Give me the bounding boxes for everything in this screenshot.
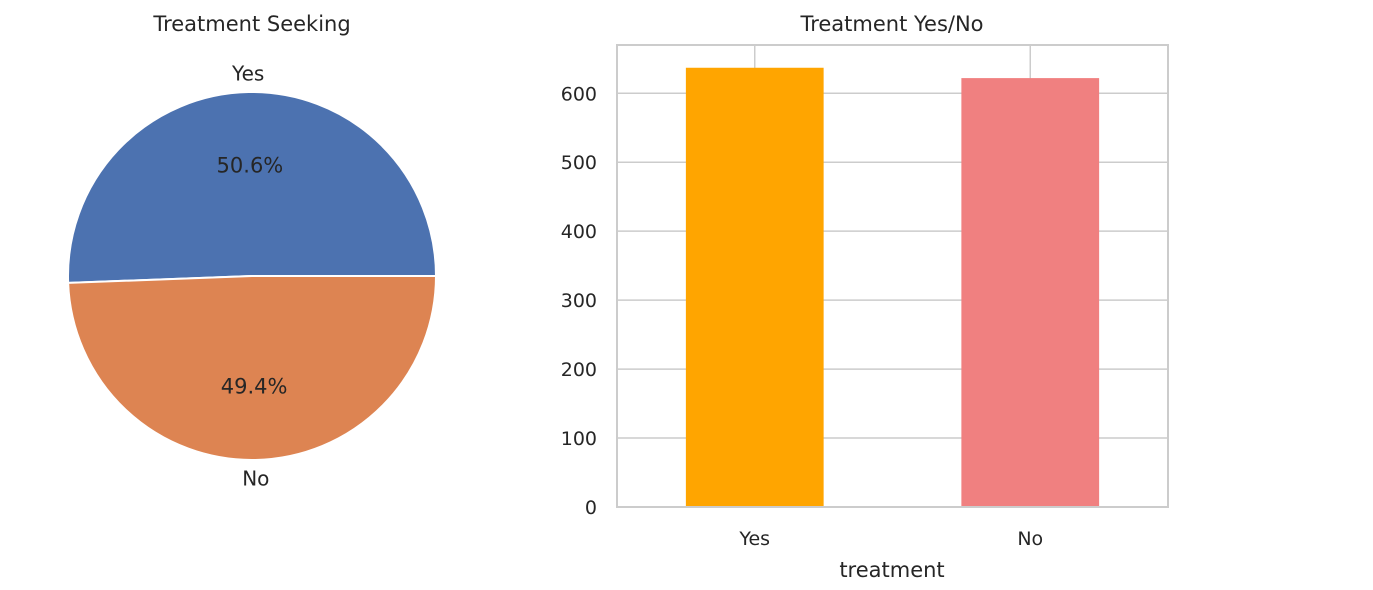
bar-y-tick-label: 300: [561, 290, 597, 312]
pie-slice-yes-percent-label: 50.6%: [217, 154, 284, 178]
bar-x-tick-label: No: [1017, 528, 1043, 550]
pie-slice-yes: [67, 91, 438, 284]
pie-slice-no: [67, 275, 438, 461]
bar-no: [961, 78, 1100, 507]
bar-chart: Treatment Yes/No 0 100 200 300 400 500 600 Yes…: [561, 12, 1169, 582]
bar-x-ticks: Yes No: [738, 528, 1043, 550]
pie-title: Treatment Seeking: [152, 12, 350, 36]
bar-yes: [685, 67, 824, 508]
pie-slice-no-category-label: No: [242, 466, 269, 490]
bar-y-tick-label: 500: [561, 152, 597, 174]
bar-axes-frame: [616, 44, 1169, 508]
bar-y-tick-label: 600: [561, 83, 597, 105]
pie-labels: 50.6% Yes 49.4% No: [217, 62, 288, 491]
pie-slice-yes-category-label: Yes: [231, 62, 264, 86]
pie-chart: Treatment Seeking 50.6% Yes 49.4% No: [67, 12, 438, 491]
bar-y-tick-label: 0: [585, 497, 597, 519]
pie-slices: [67, 91, 438, 461]
bar-y-tick-label: 200: [561, 359, 597, 381]
bar-y-tick-label: 400: [561, 221, 597, 243]
bar-x-tick-label: Yes: [738, 528, 770, 550]
bar-title: Treatment Yes/No: [799, 12, 983, 36]
pie-slice-no-percent-label: 49.4%: [221, 374, 288, 398]
bar-y-ticks: 0 100 200 300 400 500 600: [561, 83, 597, 519]
bar-x-axis-label: treatment: [839, 558, 944, 582]
bar-bars: [685, 67, 1100, 508]
bar-y-tick-label: 100: [561, 428, 597, 450]
